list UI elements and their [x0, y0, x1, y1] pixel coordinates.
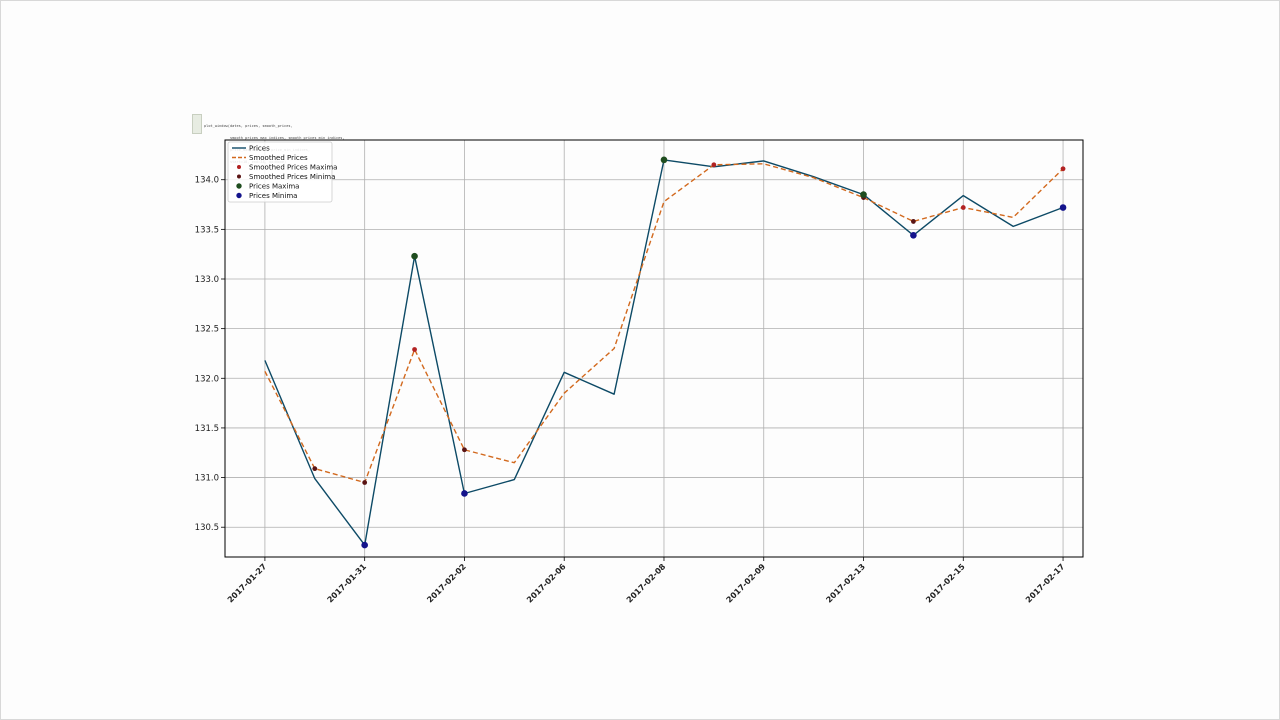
prices-maxima-point	[660, 156, 668, 164]
prices-minima-point	[461, 490, 468, 497]
legend-swatch-marker	[236, 192, 242, 199]
code-thumbnail	[192, 114, 202, 134]
x-tick-label: 2017-02-06	[525, 562, 568, 605]
prices-maxima-point	[860, 191, 867, 198]
smoothed-prices-minima-point	[462, 447, 467, 453]
legend-swatch-marker	[237, 165, 241, 169]
y-axis: 130.5 131.0 131.5 132.0 132.5 133.0 133.5 134.0	[195, 176, 225, 533]
y-tick-label: 132.0	[195, 374, 219, 384]
prices-minima-point	[361, 541, 368, 549]
legend-label: Prices Maxima	[249, 183, 299, 191]
y-tick-label: 131.5	[195, 424, 219, 434]
code-line: smooth_prices_max_indices, smooth_prices…	[204, 136, 345, 140]
prices-minima-point	[1059, 204, 1067, 211]
legend-swatch-marker	[236, 183, 242, 189]
x-tick-label: 2017-02-09	[725, 562, 768, 605]
y-tick-label: 130.5	[195, 523, 219, 533]
legend-box	[227, 141, 333, 203]
prices-maxima-point	[411, 252, 418, 260]
x-tick-label: 2017-02-15	[924, 562, 967, 605]
legend-label: Smoothed Prices	[249, 154, 308, 162]
smoothed-prices-maxima-point	[412, 347, 417, 352]
y-tick-label: 131.0	[195, 474, 219, 484]
smoothed-prices-maxima-point	[960, 205, 966, 210]
prices-minima-point	[910, 232, 917, 239]
code-line: plot_window(dates, prices, smooth_prices…	[204, 124, 293, 128]
y-tick-label: 133.5	[195, 225, 219, 235]
legend-swatch-marker	[237, 174, 241, 179]
series-layer	[264, 156, 1067, 549]
y-tick-label: 132.5	[195, 325, 219, 335]
legend-label: Smoothed Prices Maxima	[249, 164, 337, 172]
x-axis: 2017-01-27 2017-01-31 2017-02-02 2017-02-06…	[226, 557, 1067, 605]
x-tick-label: 2017-01-31	[326, 562, 369, 605]
x-tick-label: 2017-02-08	[625, 562, 668, 605]
legend-label: Prices	[249, 145, 270, 153]
x-tick-label: 2017-01-27	[226, 562, 269, 605]
plot-area	[224, 139, 1084, 558]
x-tick-label: 2017-02-17	[1024, 562, 1067, 605]
legend-label: Smoothed Prices Minima	[249, 173, 335, 181]
x-tick-label: 2017-02-13	[824, 562, 867, 605]
smoothed-prices-line	[264, 163, 1064, 484]
smoothed-prices-minima-point	[362, 480, 368, 485]
y-tick-label: 133.0	[195, 275, 219, 285]
smoothed-prices-minima-point	[910, 219, 916, 224]
smoothed-prices-maxima-point	[711, 162, 717, 168]
smoothed-prices-maxima-point	[1060, 166, 1066, 172]
y-tick-label: 134.0	[195, 176, 219, 186]
legend-label: Prices Minima	[249, 192, 297, 200]
smoothed-prices-minima-point	[312, 466, 318, 472]
x-tick-label: 2017-02-02	[425, 562, 468, 605]
